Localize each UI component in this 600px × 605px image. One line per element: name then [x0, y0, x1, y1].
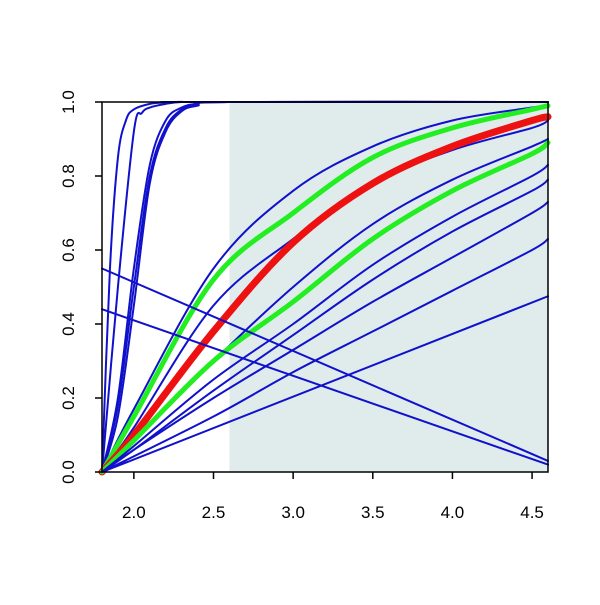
y-axis: 0.0 0.2 0.4 0.6 0.8 1.0 [59, 90, 102, 484]
y-tick-label: 0.4 [59, 312, 78, 336]
x-tick-label: 2.5 [202, 503, 226, 522]
x-axis: 2.0 2.5 3.0 3.5 4.0 4.5 [122, 472, 544, 522]
x-tick-label: 4.5 [520, 503, 544, 522]
plot-background [229, 102, 548, 472]
series-line-blue-14 [101, 200, 549, 473]
shaded-region [229, 102, 548, 472]
series-line-blue-6 [101, 104, 549, 473]
x-tick-label: 3.5 [361, 503, 385, 522]
series-line-green-11 [99, 140, 551, 475]
y-tick-label: 0.2 [59, 386, 78, 410]
series-line-blue-18 [101, 308, 549, 466]
y-tick-label: 0.0 [59, 460, 78, 484]
x-tick-label: 3.0 [281, 503, 305, 522]
series-line-blue-12 [101, 163, 549, 473]
y-tick-label: 0.8 [59, 164, 78, 188]
y-tick-label: 1.0 [59, 90, 78, 114]
series-line-blue-17 [101, 267, 549, 462]
x-tick-label: 2.0 [122, 503, 146, 522]
series-line-blue-16 [101, 295, 549, 473]
series-line-blue-13 [101, 178, 549, 473]
x-tick-label: 4.0 [441, 503, 465, 522]
series-line-blue-15 [101, 237, 549, 473]
y-tick-label: 0.6 [59, 238, 78, 262]
series-layer [98, 100, 552, 476]
series-line-red-9 [98, 113, 552, 476]
series-line-green-7 [99, 103, 551, 475]
plot-frame [101, 101, 549, 473]
